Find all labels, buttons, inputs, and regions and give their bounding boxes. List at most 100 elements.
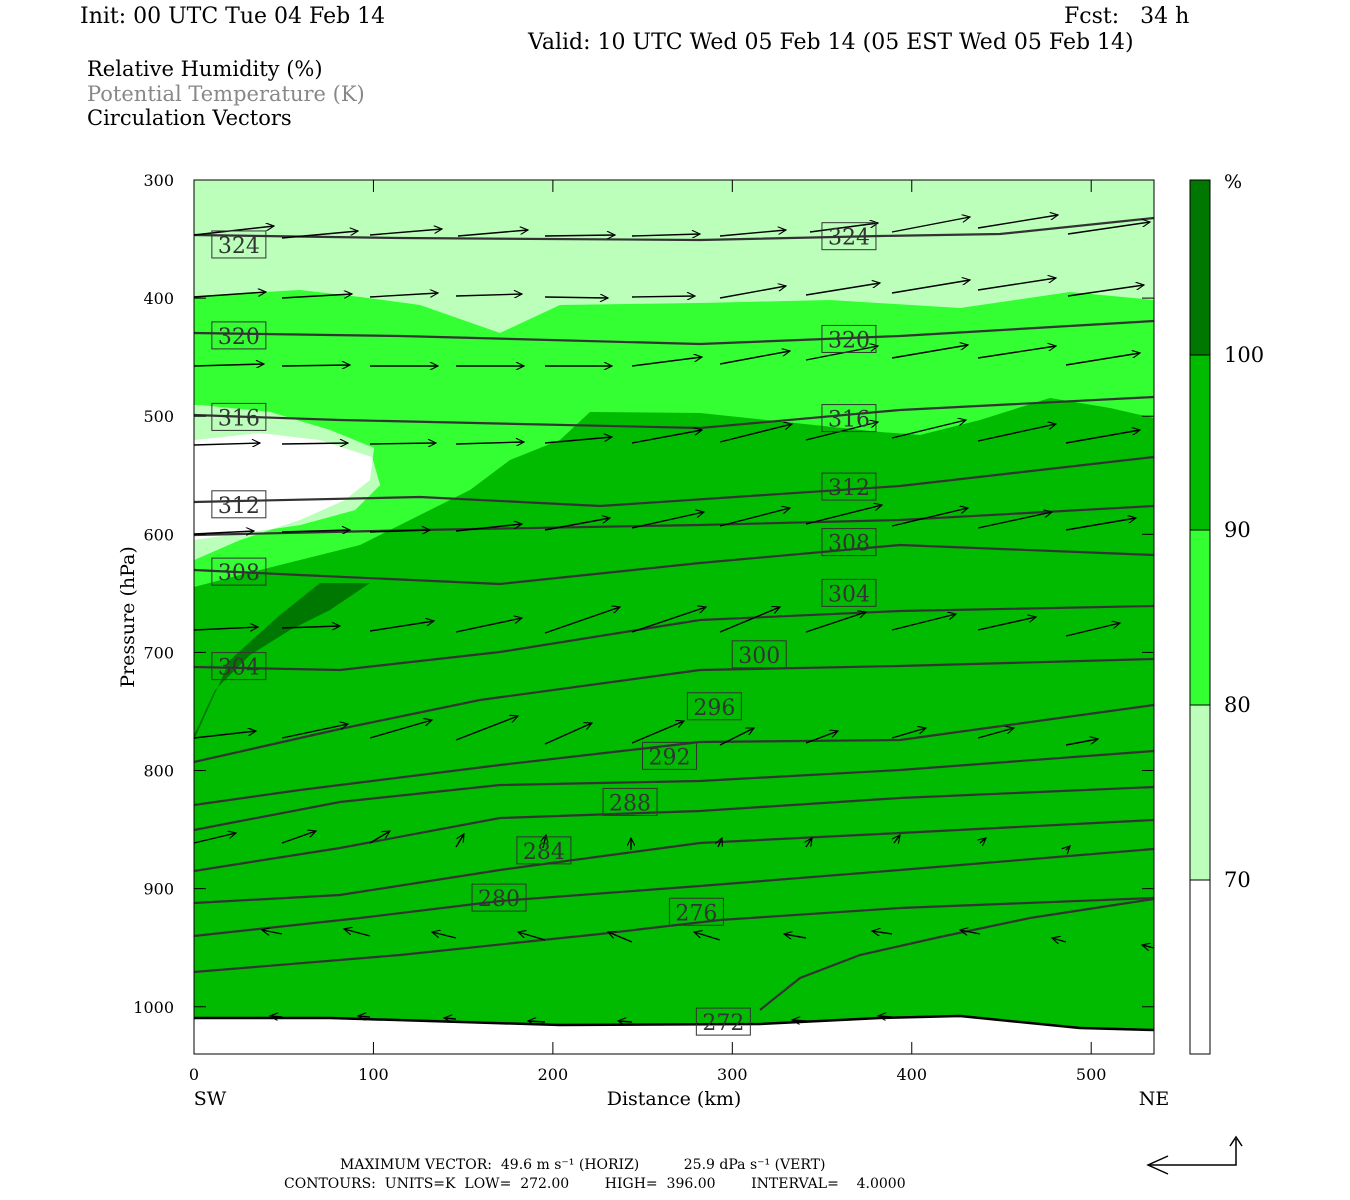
y-tick-label-500: 500 (143, 407, 174, 426)
vector-62 (719, 607, 780, 633)
vector-24 (281, 365, 350, 366)
vector-89 (262, 930, 283, 934)
contour-label-320: 320 (828, 328, 870, 353)
vector-105 (792, 1020, 807, 1021)
colorbar-above-100 (1190, 180, 1210, 355)
contour-label-box-9 (821, 528, 877, 557)
rh-90-100-region (194, 398, 1154, 1054)
y-tick-label-1000: 1000 (133, 998, 174, 1017)
contour-288 (193, 749, 1155, 832)
contour-label-box-18 (668, 897, 724, 926)
vector-58 (369, 621, 434, 632)
colorbar-below-70 (1190, 880, 1210, 1054)
vector-68 (281, 724, 348, 739)
contour-label-box-13 (686, 692, 742, 721)
vector-35 (281, 443, 348, 444)
contour-label-box-4 (211, 402, 267, 431)
legend-potential-temperature: Potential Temperature (K) (87, 82, 365, 106)
contour-label-box-16 (516, 836, 572, 865)
x-label-sw: SW (194, 1088, 227, 1110)
contour-label-box-8 (211, 557, 267, 586)
contour-304 (193, 543, 1155, 586)
vector-8 (809, 223, 878, 233)
contour-label-box-6 (211, 490, 267, 519)
colorbar-level-80: 80 (1224, 693, 1251, 717)
vector-87 (980, 838, 986, 843)
vector-34 (193, 443, 260, 445)
contour-label-312: 312 (218, 494, 260, 519)
vector-54 (977, 512, 1052, 529)
contour-label-288: 288 (609, 791, 651, 816)
vector-50 (631, 512, 704, 529)
vector-74 (805, 731, 838, 744)
vector-93 (608, 932, 633, 943)
vector-51 (719, 508, 790, 527)
vector-72 (631, 721, 684, 744)
legend-relative-humidity: Relative Humidity (%) (87, 57, 323, 81)
forecast-hour: Fcst: 34 h (1064, 4, 1190, 29)
vector-41 (805, 422, 878, 441)
contour-label-box-14 (642, 741, 698, 770)
vector-36 (369, 443, 436, 444)
vector-29 (719, 351, 790, 365)
theta-contours (193, 216, 1155, 1011)
vector-75 (891, 728, 926, 739)
contour-label-284: 284 (523, 840, 565, 865)
vector-53 (891, 508, 968, 527)
contour-label-box-11 (821, 578, 877, 607)
vector-2 (281, 231, 358, 239)
vector-92 (518, 932, 546, 941)
colorbar-level-90: 90 (1224, 518, 1251, 542)
humidity-fill (194, 180, 1154, 1054)
vector-3 (369, 229, 442, 236)
vector-76 (977, 728, 1014, 739)
vector-42 (891, 420, 966, 439)
vector-6 (631, 234, 700, 236)
colorbar-unit: % (1224, 171, 1242, 193)
contour-label-box-12 (731, 640, 787, 669)
vector-56 (193, 627, 258, 630)
vector-77 (1065, 739, 1098, 746)
y-axis: 300 400 500 600 700 800 900 1000 (133, 171, 1154, 1017)
vector-46 (281, 530, 350, 532)
colorbar-80-90 (1190, 530, 1210, 705)
y-tick-label-300: 300 (143, 171, 174, 190)
contour-300 (193, 604, 1155, 672)
contour-label-296: 296 (693, 696, 735, 721)
y-axis-title: Pressure (hPa) (117, 546, 139, 688)
contour-label-304: 304 (218, 656, 260, 681)
contour-292 (193, 703, 1155, 807)
vector-63 (805, 612, 866, 633)
vector-96 (872, 931, 893, 934)
contour-label-box-15 (602, 787, 658, 816)
ground-line (194, 1014, 1155, 1032)
vector-57 (281, 626, 340, 628)
colorbar-level-70: 70 (1224, 868, 1251, 892)
colorbar: % 100 90 80 70 (1189, 171, 1264, 1055)
y-tick-label-800: 800 (143, 762, 174, 781)
contour-label-box-2 (211, 321, 267, 350)
vector-5 (544, 235, 615, 236)
vector-48 (455, 524, 522, 532)
contour-label-324: 324 (218, 234, 260, 259)
contour-label-276: 276 (675, 901, 717, 926)
legend-circulation-vectors: Circulation Vectors (87, 106, 292, 130)
x-tick-label-500: 500 (1076, 1065, 1107, 1084)
vector-70 (455, 716, 518, 741)
colorbar-level-100: 100 (1224, 343, 1264, 367)
vector-73 (719, 727, 754, 746)
vector-100 (270, 1016, 283, 1017)
colorbar-90-100 (1190, 355, 1210, 530)
vector-33 (1065, 353, 1140, 366)
vector-84 (718, 838, 722, 848)
vector-17 (631, 296, 695, 297)
vector-101 (358, 1016, 371, 1017)
vector-18 (719, 286, 786, 299)
contour-label-316: 316 (218, 406, 260, 431)
contour-label-box-19 (695, 1007, 751, 1036)
contour-label-box-7 (821, 472, 877, 501)
vector-20 (891, 280, 970, 294)
plot-frame (193, 179, 1155, 1055)
contour-272 (193, 896, 1155, 974)
